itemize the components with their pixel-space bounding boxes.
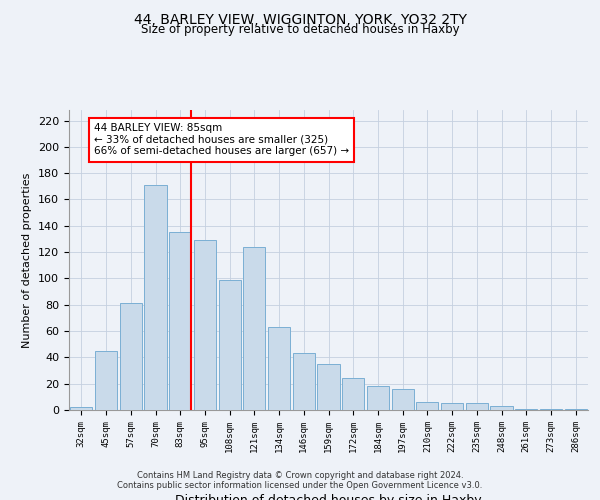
Bar (540, 408, 562, 410)
Bar (392, 389, 414, 410)
Bar (268, 327, 290, 410)
Bar (169, 232, 191, 410)
X-axis label: Distribution of detached houses by size in Haxby: Distribution of detached houses by size … (175, 494, 482, 500)
Bar (70, 408, 92, 410)
Bar (342, 378, 364, 410)
Bar (466, 404, 488, 410)
Bar (293, 354, 315, 410)
Bar (565, 408, 587, 410)
Text: 44, BARLEY VIEW, WIGGINTON, YORK, YO32 2TY: 44, BARLEY VIEW, WIGGINTON, YORK, YO32 2… (133, 12, 467, 26)
Bar (243, 247, 265, 410)
Bar (490, 406, 512, 410)
Bar (317, 364, 340, 410)
Text: Contains HM Land Registry data © Crown copyright and database right 2024.: Contains HM Land Registry data © Crown c… (137, 471, 463, 480)
Bar (194, 240, 216, 410)
Text: 44 BARLEY VIEW: 85sqm
← 33% of detached houses are smaller (325)
66% of semi-det: 44 BARLEY VIEW: 85sqm ← 33% of detached … (94, 123, 349, 156)
Y-axis label: Number of detached properties: Number of detached properties (22, 172, 32, 348)
Text: Contains public sector information licensed under the Open Government Licence v3: Contains public sector information licen… (118, 481, 482, 490)
Bar (515, 408, 538, 410)
Text: Size of property relative to detached houses in Haxby: Size of property relative to detached ho… (140, 22, 460, 36)
Bar (119, 304, 142, 410)
Bar (367, 386, 389, 410)
Bar (218, 280, 241, 410)
Bar (441, 404, 463, 410)
Bar (416, 402, 439, 410)
Bar (95, 351, 117, 410)
Bar (145, 185, 167, 410)
